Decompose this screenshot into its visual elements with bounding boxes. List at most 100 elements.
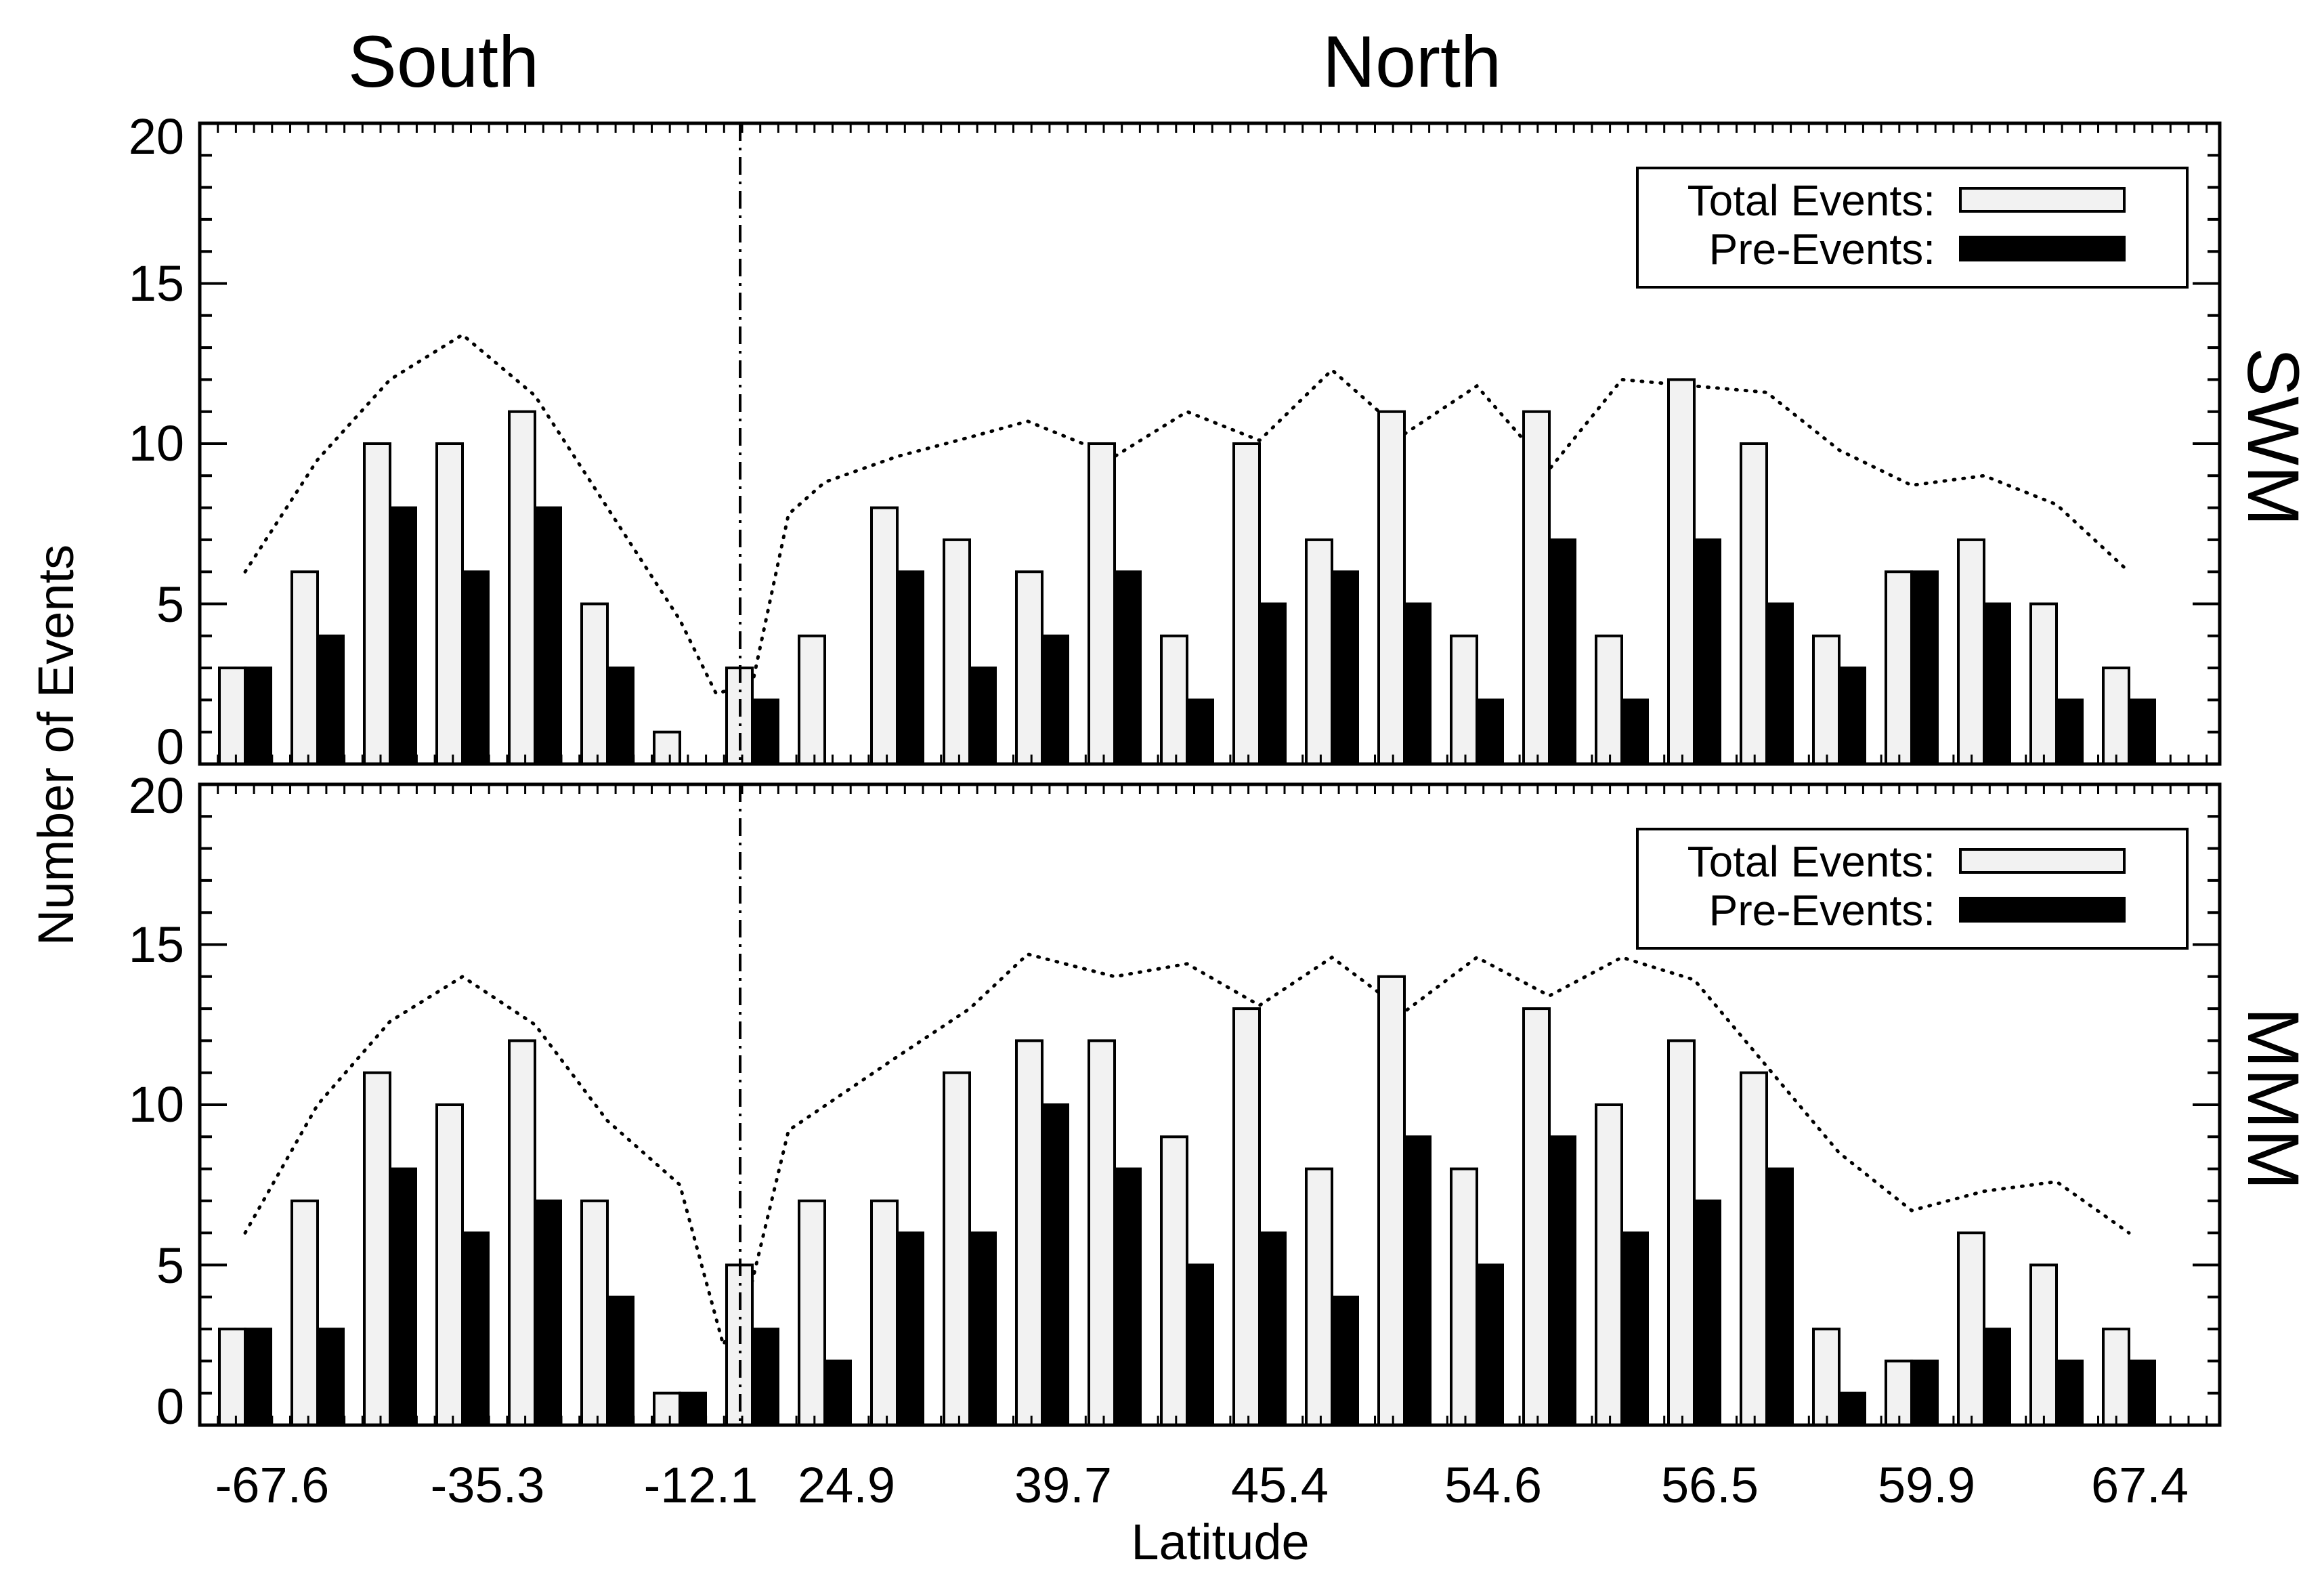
bar-pre-events [2055, 698, 2084, 766]
bar-pre-events [968, 667, 997, 765]
bar-pre-events [389, 506, 417, 765]
y-tick-label: 10 [129, 1076, 184, 1133]
bar-total-events [1160, 634, 1188, 765]
x-tick-label: 59.9 [1878, 1457, 1975, 1513]
bar-total-events [1232, 1007, 1261, 1426]
bar-pre-events [1113, 1167, 1142, 1426]
y-tick-label: 0 [156, 719, 184, 775]
bar-total-events [1015, 1039, 1043, 1426]
bar-pre-events [534, 506, 562, 765]
legend-swm: Total Events: Pre-Events: [1636, 167, 2189, 289]
bar-pre-events [606, 1295, 634, 1427]
bar-pre-events [389, 1167, 417, 1426]
bar-total-events [1088, 1039, 1116, 1426]
bar-pre-events [1476, 698, 1504, 766]
bar-pre-events [1838, 667, 1866, 765]
bar-total-events [2102, 667, 2130, 765]
bar-total-events [363, 442, 391, 765]
bar-total-events [1377, 975, 1406, 1427]
bar-pre-events [1693, 538, 1721, 766]
bar-total-events [1522, 410, 1551, 765]
bar-total-events [1667, 378, 1696, 765]
bar-pre-events [1403, 1135, 1432, 1427]
bar-total-events [1885, 570, 1913, 765]
x-tick-label: 67.4 [2091, 1457, 2189, 1513]
bar-total-events [290, 570, 319, 765]
bar-pre-events [1983, 1328, 2011, 1426]
legend-pre-label: Pre-Events: [1709, 225, 1935, 274]
x-tick-label: 45.4 [1231, 1457, 1329, 1513]
bar-pre-events [244, 1328, 272, 1426]
bar-total-events [218, 667, 246, 765]
bar-pre-events [896, 570, 924, 765]
y-tick-labels-panel-2: 20 15 10 5 0 [129, 767, 184, 1435]
bar-total-events [870, 1199, 899, 1427]
region-label-south: South [348, 20, 539, 102]
x-tick-label: 24.9 [798, 1457, 895, 1513]
bar-pre-events [316, 1328, 345, 1426]
bar-total-events [363, 1071, 391, 1426]
y-axis-title: Number of Events [28, 545, 84, 946]
y-tick-label: 5 [156, 1238, 184, 1294]
bar-total-events [1957, 1231, 1985, 1426]
bar-pre-events [1186, 1263, 1214, 1426]
bar-total-events [2029, 602, 2058, 765]
panel-swm [198, 121, 2222, 766]
bar-total-events [1740, 442, 1768, 765]
bar-pre-events [534, 1199, 562, 1427]
legend-pre-swatch [1959, 897, 2126, 923]
y-tick-label: 20 [129, 108, 184, 165]
bar-total-events [2029, 1263, 2058, 1426]
bar-total-events [580, 1199, 609, 1427]
y-tick-label: 15 [129, 255, 184, 312]
bar-total-events [1885, 1359, 1913, 1427]
bar-pre-events [1620, 698, 1649, 766]
bar-total-events [1015, 570, 1043, 765]
bar-total-events [1595, 634, 1623, 765]
bar-total-events [1740, 1071, 1768, 1426]
legend-total-swatch [1959, 848, 2126, 874]
y-tick-label: 5 [156, 576, 184, 633]
x-tick-label: -12.1 [644, 1457, 758, 1513]
x-axis-title: Latitude [1131, 1514, 1309, 1570]
bar-total-events [870, 506, 899, 765]
region-label-north: North [1322, 20, 1501, 102]
bar-total-events [1305, 538, 1333, 766]
legend-total-label: Total Events: [1687, 837, 1935, 886]
panel-mmm [198, 782, 2222, 1427]
bar-pre-events [1041, 1103, 1069, 1426]
bar-total-events [290, 1199, 319, 1427]
panel-label-swm: SWM [2233, 347, 2315, 526]
y-tick-label: 20 [129, 767, 184, 824]
y-tick-label: 15 [129, 916, 184, 973]
bar-total-events [943, 1071, 971, 1426]
bar-total-events [798, 1199, 826, 1427]
bar-total-events [1377, 410, 1406, 765]
bar-total-events [1088, 442, 1116, 765]
bar-pre-events [1476, 1263, 1504, 1426]
bar-pre-events [1331, 570, 1359, 765]
bar-total-events [1667, 1039, 1696, 1426]
bar-total-events [508, 410, 536, 765]
bar-pre-events [244, 667, 272, 765]
legend-total-swatch [1959, 187, 2126, 213]
bar-pre-events [1910, 1359, 1939, 1427]
bar-pre-events [1548, 1135, 1576, 1427]
bar-pre-events [1548, 538, 1576, 766]
bar-pre-events [751, 1328, 779, 1426]
bar-total-events [1160, 1135, 1188, 1427]
bar-pre-events [823, 1359, 852, 1427]
bar-pre-events [1186, 698, 1214, 766]
bar-total-events [1450, 634, 1478, 765]
bar-pre-events [751, 698, 779, 766]
legend-total-label: Total Events: [1687, 176, 1935, 225]
bar-pre-events [1041, 634, 1069, 765]
x-tick-label: -67.6 [215, 1457, 330, 1513]
bar-pre-events [2055, 1359, 2084, 1427]
bar-pre-events [1765, 1167, 1794, 1426]
bar-total-events [1812, 634, 1841, 765]
bar-total-events [218, 1328, 246, 1426]
bar-pre-events [1113, 570, 1142, 765]
bar-total-events [1232, 442, 1261, 765]
